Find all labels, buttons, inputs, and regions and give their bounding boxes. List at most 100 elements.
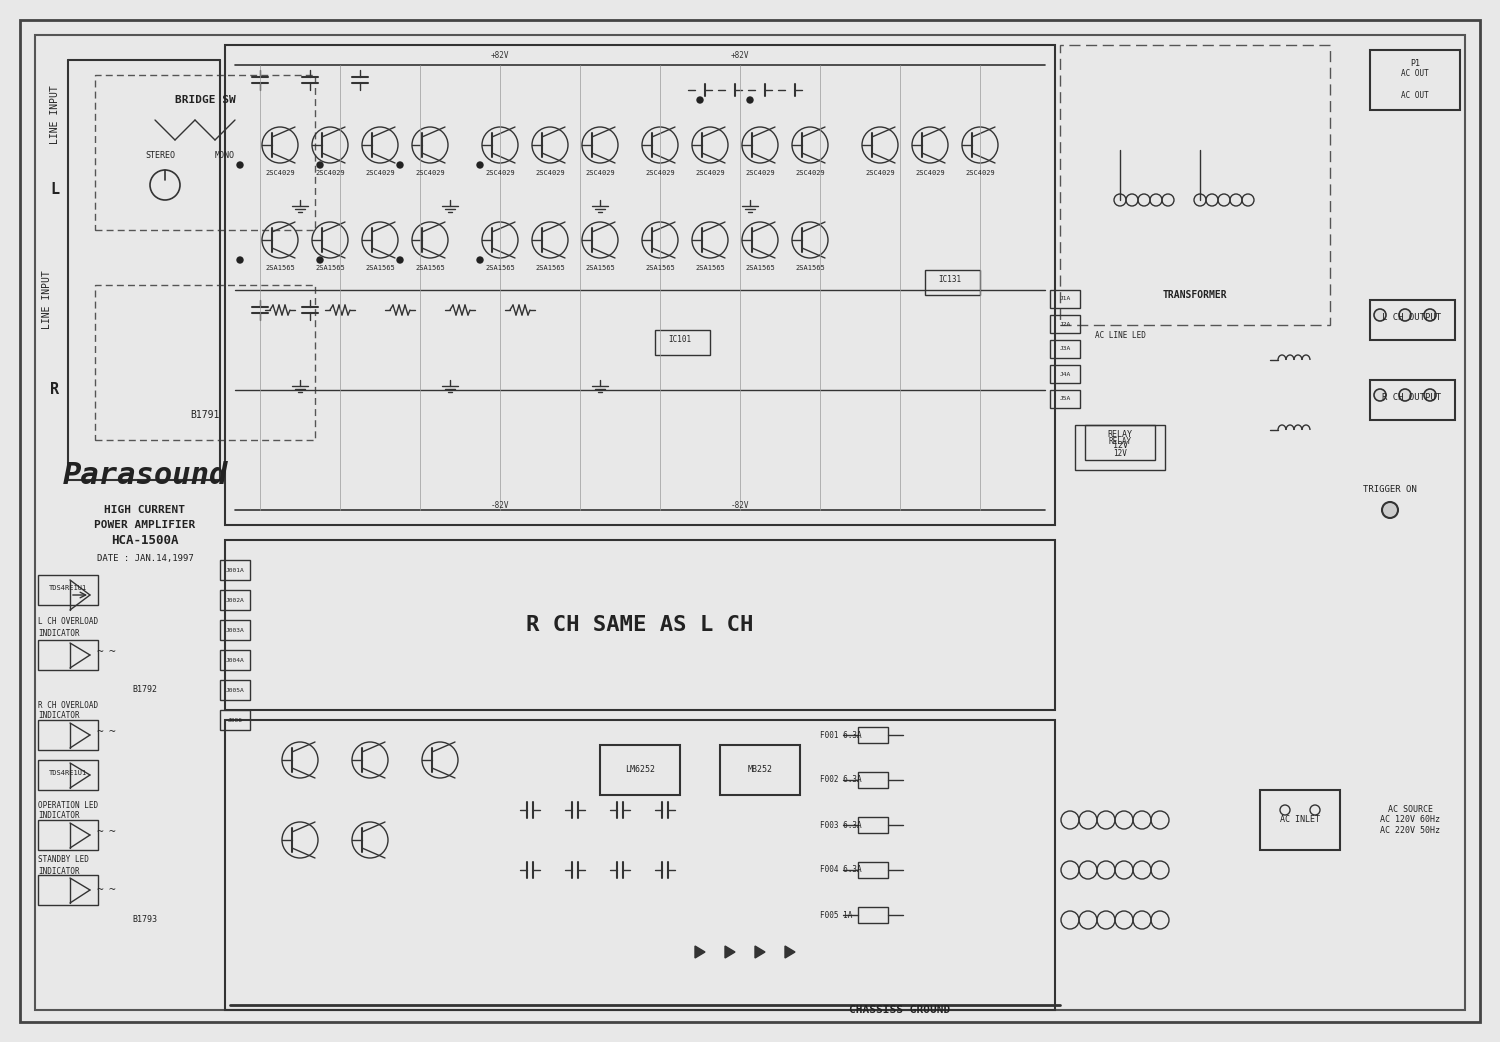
Circle shape — [316, 257, 322, 263]
Bar — [600, 745, 680, 795]
Circle shape — [237, 162, 243, 168]
Text: 2SA1565: 2SA1565 — [536, 265, 566, 271]
Circle shape — [1382, 502, 1398, 518]
Bar — [1060, 45, 1330, 325]
Text: 12V: 12V — [1113, 448, 1126, 457]
Bar — [38, 640, 98, 670]
Text: 2SC4029: 2SC4029 — [694, 170, 724, 176]
Text: INDICATOR: INDICATOR — [38, 712, 80, 720]
Text: RELAY: RELAY — [1108, 438, 1131, 447]
Text: CHASSISS GROUND: CHASSISS GROUND — [849, 1004, 951, 1015]
Text: DATE : JAN.14,1997: DATE : JAN.14,1997 — [96, 553, 194, 563]
Text: LINE INPUT: LINE INPUT — [42, 271, 52, 329]
Bar — [225, 540, 1054, 710]
Text: 2SC4029: 2SC4029 — [416, 170, 446, 176]
Bar — [1370, 300, 1455, 340]
Bar — [220, 650, 251, 670]
Bar — [94, 75, 315, 230]
Circle shape — [1400, 309, 1411, 321]
Text: 2SC4029: 2SC4029 — [536, 170, 566, 176]
Text: AC LINE LED: AC LINE LED — [1095, 330, 1146, 340]
Text: IC131: IC131 — [939, 275, 962, 284]
Text: Parasound: Parasound — [63, 461, 228, 490]
Bar — [38, 875, 98, 905]
Text: AC OUT: AC OUT — [1401, 69, 1429, 77]
Circle shape — [477, 257, 483, 263]
Text: AC INLET: AC INLET — [1280, 816, 1320, 824]
Text: STANDBY LED: STANDBY LED — [38, 855, 88, 865]
Circle shape — [1400, 389, 1411, 401]
Text: 2SC4029: 2SC4029 — [266, 170, 296, 176]
Bar — [220, 620, 251, 640]
Text: POWER AMPLIFIER: POWER AMPLIFIER — [94, 520, 195, 530]
Bar — [225, 45, 1054, 525]
Text: INDICATOR: INDICATOR — [38, 628, 80, 638]
Text: J001A: J001A — [225, 568, 245, 572]
Text: L CH OUTPUT: L CH OUTPUT — [1383, 314, 1442, 323]
Text: R CH OVERLOAD: R CH OVERLOAD — [38, 700, 98, 710]
Polygon shape — [754, 946, 765, 958]
Text: LINE INPUT: LINE INPUT — [50, 85, 60, 145]
Text: OPERATION LED: OPERATION LED — [38, 800, 98, 810]
Bar — [94, 286, 315, 440]
Text: 2SC4029: 2SC4029 — [865, 170, 895, 176]
Text: F005 1A: F005 1A — [821, 911, 852, 919]
Text: F001 6.3A: F001 6.3A — [821, 730, 861, 740]
Bar — [1050, 390, 1080, 408]
Text: B1792: B1792 — [132, 686, 158, 695]
Text: 2SA1565: 2SA1565 — [746, 265, 776, 271]
Bar — [225, 720, 1054, 1010]
Bar — [858, 772, 888, 788]
Bar — [38, 760, 98, 790]
Bar — [38, 575, 98, 605]
Text: RELAY
12V: RELAY 12V — [1107, 430, 1132, 450]
Text: F004 6.3A: F004 6.3A — [821, 866, 861, 874]
Circle shape — [1424, 389, 1436, 401]
Bar — [1050, 315, 1080, 333]
Text: 2SA1565: 2SA1565 — [694, 265, 724, 271]
Bar — [220, 560, 251, 580]
Text: IC101: IC101 — [669, 336, 692, 345]
Text: 2SA1565: 2SA1565 — [266, 265, 296, 271]
Text: INDICATOR: INDICATOR — [38, 812, 80, 820]
Text: J5A: J5A — [1059, 397, 1071, 401]
Bar — [220, 710, 251, 730]
Bar — [858, 862, 888, 878]
Bar — [720, 745, 800, 795]
Text: -82V: -82V — [730, 500, 750, 510]
Bar — [1050, 340, 1080, 358]
Text: ~: ~ — [108, 827, 116, 837]
Bar — [220, 590, 251, 610]
Bar — [220, 680, 251, 700]
Text: ~: ~ — [96, 827, 104, 837]
Text: L CH OVERLOAD: L CH OVERLOAD — [38, 618, 98, 626]
Polygon shape — [694, 946, 705, 958]
Text: J1A: J1A — [1059, 297, 1071, 301]
Circle shape — [398, 257, 404, 263]
Text: J004A: J004A — [225, 658, 245, 663]
Polygon shape — [724, 946, 735, 958]
Text: 2SC4029: 2SC4029 — [746, 170, 776, 176]
Text: STEREO: STEREO — [146, 150, 176, 159]
Text: HCA-1500A: HCA-1500A — [111, 534, 178, 546]
Bar — [1370, 50, 1460, 110]
Text: 2SA1565: 2SA1565 — [645, 265, 675, 271]
Text: 2SA1565: 2SA1565 — [484, 265, 514, 271]
Bar — [1050, 365, 1080, 383]
Text: 2SA1565: 2SA1565 — [315, 265, 345, 271]
Text: J2A: J2A — [1059, 322, 1071, 326]
Text: HIGH CURRENT: HIGH CURRENT — [105, 505, 186, 515]
Text: ~: ~ — [108, 727, 116, 737]
Text: LM6252: LM6252 — [626, 766, 656, 774]
Bar — [1260, 790, 1340, 850]
Text: J003A: J003A — [225, 627, 245, 632]
Text: R CH OUTPUT: R CH OUTPUT — [1383, 394, 1442, 402]
Text: R CH SAME AS L CH: R CH SAME AS L CH — [526, 615, 753, 635]
Bar — [858, 907, 888, 923]
Circle shape — [1374, 389, 1386, 401]
Text: 2SC4029: 2SC4029 — [795, 170, 825, 176]
Text: 2SA1565: 2SA1565 — [585, 265, 615, 271]
Text: 2SC4029: 2SC4029 — [645, 170, 675, 176]
Text: AC SOURCE
AC 120V 60Hz
AC 220V 50Hz: AC SOURCE AC 120V 60Hz AC 220V 50Hz — [1380, 805, 1440, 835]
Text: J4A: J4A — [1059, 372, 1071, 376]
